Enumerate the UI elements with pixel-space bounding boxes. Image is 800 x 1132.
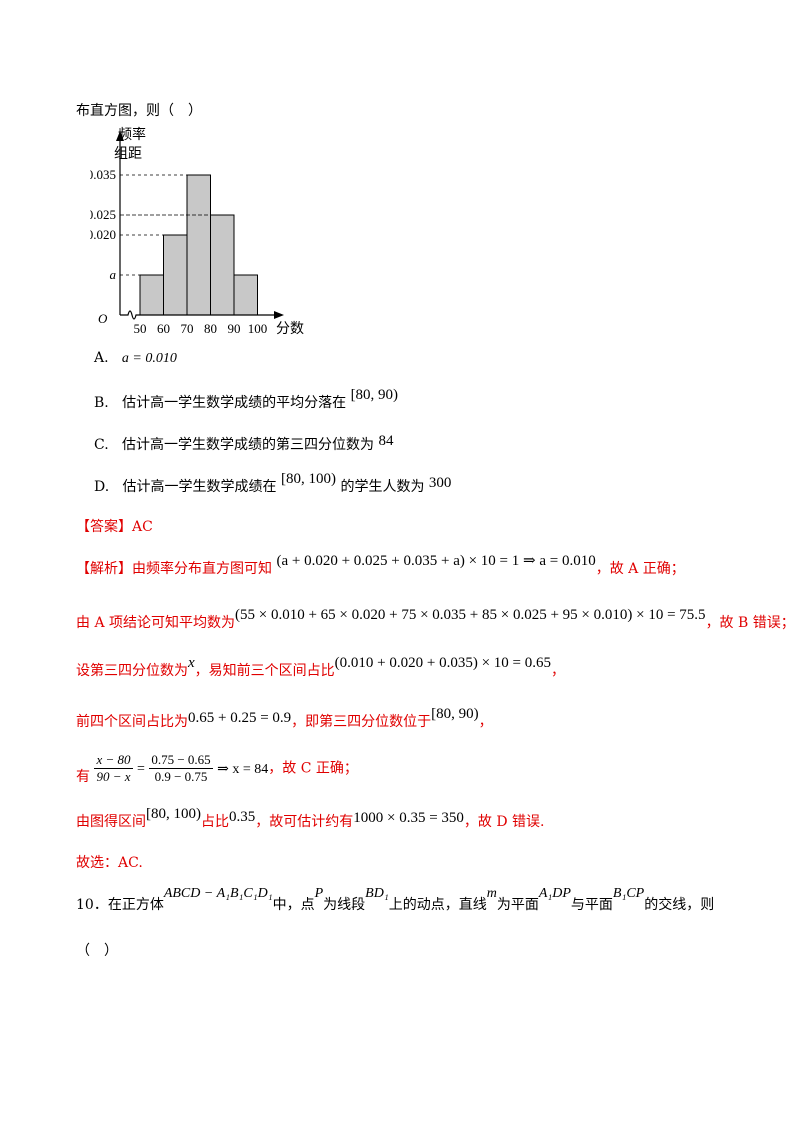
y-tick-label-1: a [110,267,117,282]
analysis-line-1: 【解析】由频率分布直方图可知 (a + 0.020 + 0.025 + 0.03… [76,553,685,577]
answer-line: 【答案】AC [76,519,153,535]
fraction-2: 0.75 − 0.65 0.9 − 0.75 [149,752,213,784]
option-d-math2: 300 [428,475,452,491]
option-c-math: 84 [378,433,394,449]
analysis-line-4: 前四个区间占比为0.65 + 0.25 = 0.9，即第三四分位数位于[80, … [76,706,493,730]
option-b[interactable]: B. 估计高一学生数学成绩的平均分落在 [80, 90) [94,387,399,411]
histogram-bar-3 [186,174,211,316]
question-10-paren: （ ） [76,943,118,959]
option-b-math: [80, 90) [350,387,399,403]
option-a-math: a = 0.010 [121,351,177,366]
x-tick-label-3: 70 [181,321,194,336]
origin-label: O [98,311,108,326]
option-a[interactable]: A. a = 0.010 [94,350,177,366]
x-tick-label-2: 60 [157,321,170,336]
question-10: 10．在正方体ABCD − A₁B₁C₁D₁中，点P为线段BD₁上的动点，直线m… [76,886,715,913]
y-axis-arrow [116,131,124,141]
x-tick-label-5: 90 [228,321,241,336]
x-tick-label-1: 50 [134,321,147,336]
option-d-math: [80, 100) [281,471,336,487]
y-axis-label-top: 频率 [118,126,146,143]
y-tick-label-3: 0.025 [90,207,116,222]
histogram-bar-5 [233,274,258,316]
analysis-line-2: 由 A 项结论可知平均数为(55 × 0.010 + 65 × 0.020 + … [76,607,795,631]
y-axis-label-bottom: 组距 [114,146,142,162]
analysis-line-6: 由图得区间[80, 100)占比0.35，故可估计约有1000 × 0.35 =… [76,806,545,830]
histogram-bar-4 [210,214,235,316]
x-axis-label: 分数 [276,321,304,337]
fraction-1: x − 80 90 − x [94,752,133,784]
x-tick-label-4: 80 [204,321,217,336]
histogram-bar-1 [139,274,164,316]
y-tick-label-4: 0.035 [90,167,116,182]
option-c[interactable]: C. 估计高一学生数学成绩的第三四分位数为 84 [94,433,394,453]
x-tick-label-6: 100 [248,321,268,336]
x-axis-line [120,310,280,320]
analysis-conclusion: 故选：AC. [76,855,143,871]
analysis-line-3: 设第三四分位数为x，易知前三个区间占比(0.010 + 0.020 + 0.03… [76,655,565,679]
answer-value: AC [132,519,153,535]
option-d[interactable]: D. 估计高一学生数学成绩在 [80, 100) 的学生人数为 300 [94,471,452,495]
question-intro: 布直方图，则（ ） [76,103,202,119]
y-tick-label-2: 0.020 [90,227,116,242]
x-axis-arrow [274,311,284,319]
analysis-line-5: 有 x − 80 90 − x = 0.75 − 0.65 0.9 − 0.75… [76,752,358,785]
histogram-bar-2 [163,234,188,316]
